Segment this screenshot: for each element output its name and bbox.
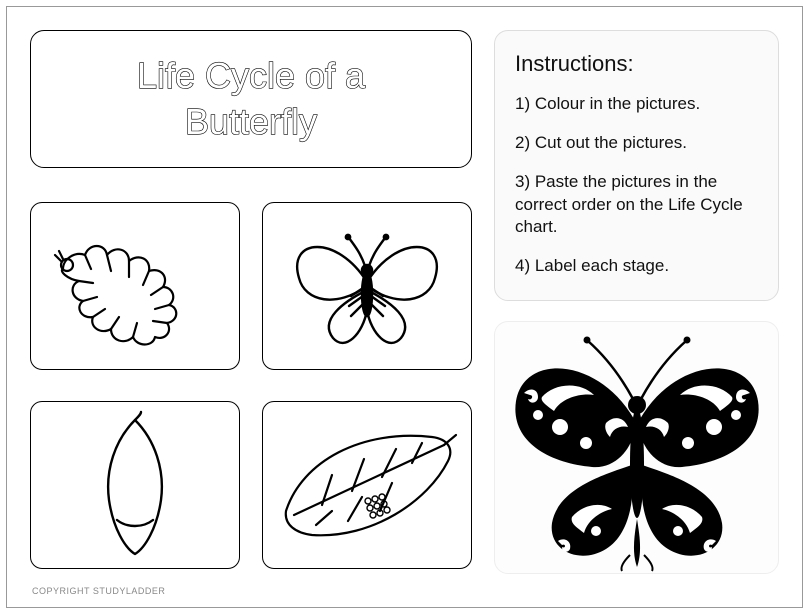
picture-butterfly [262, 202, 472, 370]
decorative-butterfly-panel [494, 321, 779, 574]
title-box: Life Cycle of a Butterfly [30, 30, 472, 168]
ornate-butterfly-icon [502, 323, 772, 573]
instruction-item-1: 1) Colour in the pictures. [515, 93, 758, 116]
worksheet-content: Life Cycle of a Butterfly [30, 30, 779, 574]
picture-leaf-eggs [262, 401, 472, 569]
left-column: Life Cycle of a Butterfly [30, 30, 472, 574]
instructions-panel: Instructions: 1) Colour in the pictures.… [494, 30, 779, 301]
instruction-item-3: 3) Paste the pictures in the correct ord… [515, 171, 758, 240]
instructions-heading: Instructions: [515, 49, 758, 79]
butterfly-simple-icon [277, 216, 457, 356]
chrysalis-icon [65, 410, 205, 560]
instruction-item-4: 4) Label each stage. [515, 255, 758, 278]
picture-chrysalis [30, 401, 240, 569]
caterpillar-icon [45, 221, 225, 351]
instruction-item-2: 2) Cut out the pictures. [515, 132, 758, 155]
picture-grid [30, 202, 472, 574]
title-line2: Butterfly [185, 101, 317, 142]
copyright-text: COPYRIGHT STUDYLADDER [32, 586, 165, 596]
title-text-svg: Life Cycle of a Butterfly [51, 44, 451, 154]
right-column: Instructions: 1) Colour in the pictures.… [494, 30, 779, 574]
title-line1: Life Cycle of a [137, 55, 366, 96]
picture-caterpillar [30, 202, 240, 370]
leaf-eggs-icon [272, 415, 462, 555]
